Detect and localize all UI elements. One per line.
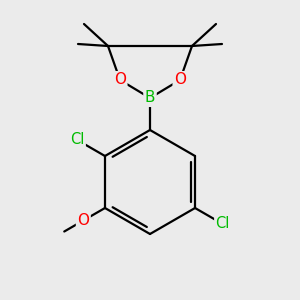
Text: O: O <box>77 213 89 228</box>
Text: B: B <box>145 91 155 106</box>
Text: O: O <box>174 73 186 88</box>
Text: Cl: Cl <box>70 133 84 148</box>
Text: Cl: Cl <box>216 217 230 232</box>
Text: O: O <box>114 73 126 88</box>
